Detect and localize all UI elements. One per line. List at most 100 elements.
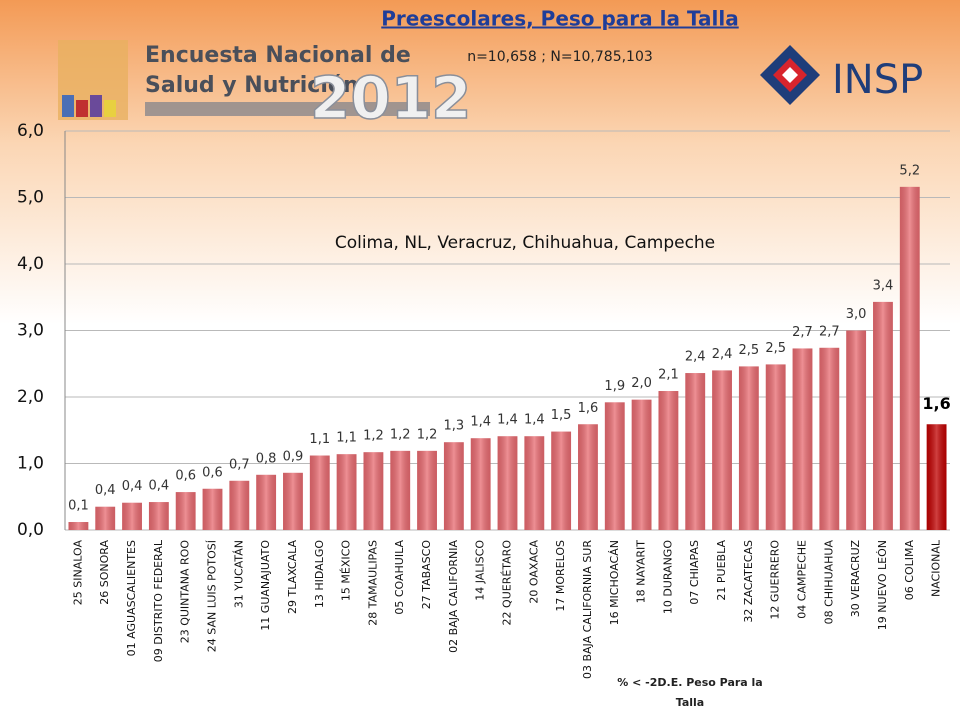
value-label: 2,4 xyxy=(685,350,706,365)
bar-shade xyxy=(524,436,545,530)
bar-shade xyxy=(229,480,250,530)
bar-shade xyxy=(95,506,116,530)
value-label: 0,4 xyxy=(122,479,143,494)
value-label: 0,6 xyxy=(202,465,223,480)
value-label: 1,5 xyxy=(551,408,572,423)
value-label: 1,3 xyxy=(444,419,465,434)
x-tick-label: 03 BAJA CALIFORNIA SUR xyxy=(581,540,594,679)
bar-shade xyxy=(175,492,196,530)
value-label: 1,6 xyxy=(578,401,599,416)
bar-shade xyxy=(256,474,277,530)
x-tick-label: 15 MÉXICO xyxy=(340,540,353,601)
x-tick-label: 20 OAXACA xyxy=(527,540,540,604)
x-tick-label: 22 QUERÉTARO xyxy=(501,540,514,626)
x-tick-label: 10 DURANGO xyxy=(661,540,674,614)
bar-shade xyxy=(712,370,732,530)
x-tick-label: 17 MORELOS xyxy=(554,540,567,612)
bar-shade xyxy=(846,330,867,530)
annotation: Colima, NL, Veracruz, Chihuahua, Campech… xyxy=(335,233,715,253)
value-label: 1,2 xyxy=(363,429,384,444)
value-label: 2,1 xyxy=(658,368,679,383)
bar-shade xyxy=(202,488,223,530)
x-tick-label: 05 COAHUILA xyxy=(393,540,406,615)
value-label: 5,2 xyxy=(899,163,920,178)
bar-shade xyxy=(68,522,89,530)
bar-shade xyxy=(309,455,330,530)
value-label: 0,9 xyxy=(283,449,304,464)
y-tick-label: 6,0 xyxy=(17,121,44,141)
value-label: 2,0 xyxy=(631,376,652,391)
bar-shade xyxy=(497,436,518,530)
bar-shade xyxy=(792,348,813,530)
value-label: 2,5 xyxy=(739,343,760,358)
x-tick-label: 29 TLAXCALA xyxy=(286,540,299,614)
value-label: 2,7 xyxy=(819,324,840,339)
institute-name: INSP xyxy=(832,57,923,103)
value-label: 1,1 xyxy=(309,432,330,447)
x-tick-label: 21 PUEBLA xyxy=(715,540,728,601)
value-label: 1,4 xyxy=(497,413,518,428)
bar-shade xyxy=(658,391,679,530)
bar-shade xyxy=(873,301,893,530)
value-label: 2,5 xyxy=(765,341,786,356)
survey-line1: Encuesta Nacional de xyxy=(145,43,411,68)
bar-shade xyxy=(765,364,786,530)
x-tick-label: 08 CHIHUAHUA xyxy=(822,540,835,625)
survey-line2: Salud y Nutrición xyxy=(145,73,359,98)
survey-year: 2012 xyxy=(310,64,471,132)
bar-shade xyxy=(899,186,920,531)
value-label: 1,4 xyxy=(470,415,491,430)
bar-shade xyxy=(363,452,384,530)
bar-shade xyxy=(336,454,357,530)
bar-shade xyxy=(926,424,947,530)
x-tick-label: 01 AGUASCALIENTES xyxy=(125,540,138,656)
value-label: 3,0 xyxy=(846,307,867,322)
bar-shade xyxy=(148,502,169,530)
x-tick-label: 31 YUCATÁN xyxy=(232,540,245,608)
value-label: 3,4 xyxy=(873,278,894,293)
value-label: 0,1 xyxy=(68,499,89,514)
x-tick-label: 06 COLIMA xyxy=(903,540,916,601)
y-tick-label: 0,0 xyxy=(17,520,44,540)
value-label: 2,7 xyxy=(792,325,813,340)
x-tick-label: 11 GUANAJUATO xyxy=(259,540,272,631)
x-axis-label: % < -2D.E. Peso Para la Talla xyxy=(617,676,762,709)
value-label: 0,6 xyxy=(175,469,196,484)
bar-shade xyxy=(470,438,491,530)
x-tick-label: 32 ZACATECAS xyxy=(742,540,755,623)
x-tick-label: 16 MICHOACÁN xyxy=(608,540,621,625)
y-tick-label: 5,0 xyxy=(17,188,44,208)
bar-shade xyxy=(604,402,625,530)
bar-shade xyxy=(685,373,706,530)
x-tick-label: 14 JALISCO xyxy=(474,540,487,601)
x-tick-label: 24 SAN LUIS POTOSÍ xyxy=(206,540,219,652)
x-tick-label: 02 BAJA CALIFORNIA xyxy=(447,540,460,653)
bar-shade xyxy=(631,399,652,530)
value-label: 1,2 xyxy=(417,427,438,442)
bar-shade xyxy=(443,442,464,530)
value-label: 1,1 xyxy=(336,431,357,446)
bar-shade xyxy=(417,450,437,530)
value-label: 0,8 xyxy=(256,451,277,466)
bar-shade xyxy=(390,450,411,530)
value-label: 2,4 xyxy=(712,347,733,362)
x-tick-label: 09 DISTRITO FEDERAL xyxy=(152,539,165,662)
x-tick-label: 28 TAMAULIPAS xyxy=(366,540,379,626)
value-label: 1,9 xyxy=(604,379,625,394)
value-label: 0,7 xyxy=(229,457,250,472)
bar-shade xyxy=(738,366,759,530)
bar-shade xyxy=(122,502,142,530)
x-tick-label: 13 HIDALGO xyxy=(313,540,326,608)
bar-shade xyxy=(578,424,598,530)
x-tick-label: 19 NUEVO LEÓN xyxy=(876,540,889,630)
value-label: 0,4 xyxy=(149,479,170,494)
y-tick-label: 3,0 xyxy=(17,321,44,341)
value-label: 1,2 xyxy=(390,427,411,442)
value-label: 1,4 xyxy=(524,413,545,428)
y-tick-label: 2,0 xyxy=(17,387,44,407)
x-tick-label: 18 NAYARIT xyxy=(635,540,648,604)
bar-shade xyxy=(283,472,303,530)
y-tick-label: 4,0 xyxy=(17,254,44,274)
